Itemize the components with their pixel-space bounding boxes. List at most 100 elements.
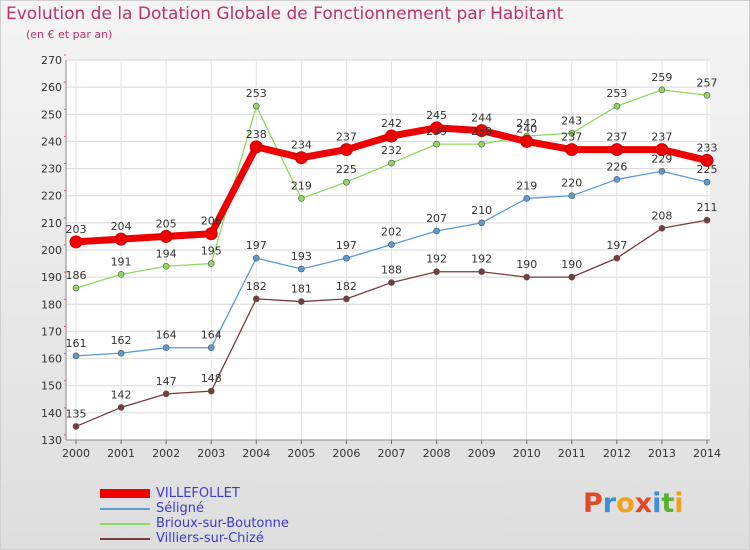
series-point-0 — [520, 134, 534, 148]
series-point-2 — [703, 91, 711, 99]
data-label: 243 — [561, 114, 582, 127]
data-label: 135 — [66, 407, 87, 420]
logo-letter: x — [634, 488, 653, 519]
data-label: 219 — [291, 179, 312, 192]
series-point-3 — [343, 295, 350, 303]
chart-title: Evolution de la Dotation Globale de Fonc… — [6, 4, 564, 24]
series-point-2 — [568, 129, 576, 137]
data-label: 225 — [336, 163, 357, 176]
data-label: 240 — [516, 122, 537, 135]
series-point-0 — [339, 143, 353, 157]
logo-letter: i — [674, 488, 684, 519]
legend-swatch — [100, 489, 150, 498]
data-label: 239 — [471, 125, 492, 138]
y-tick-label: 130 — [41, 434, 62, 447]
series-point-3 — [298, 298, 305, 305]
legend-swatch — [100, 507, 150, 510]
data-label: 197 — [246, 239, 267, 252]
data-label: 219 — [516, 179, 537, 192]
series-point-1 — [658, 167, 666, 175]
x-tick-label: 2012 — [603, 447, 631, 460]
logo-letter: o — [616, 488, 635, 519]
series-point-3 — [478, 268, 485, 276]
data-label: 225 — [697, 163, 718, 176]
series-point-0 — [69, 235, 83, 249]
x-tick-label: 2010 — [513, 447, 541, 460]
data-label: 192 — [471, 253, 492, 266]
data-label: 195 — [201, 245, 222, 258]
data-label: 253 — [246, 87, 267, 100]
data-label: 162 — [111, 334, 132, 347]
x-tick-label: 2011 — [558, 447, 586, 460]
data-label: 193 — [291, 250, 312, 263]
data-label: 259 — [651, 71, 672, 84]
series-point-0 — [610, 143, 624, 157]
x-tick-label: 2004 — [242, 447, 270, 460]
proxiti-logo: Proxiti — [583, 488, 684, 519]
series-point-3 — [162, 390, 170, 398]
data-label: 206 — [201, 215, 222, 228]
logo-letter: P — [583, 488, 603, 519]
series-point-1 — [252, 254, 260, 262]
series-point-3 — [523, 273, 531, 281]
data-label: 202 — [381, 226, 402, 239]
data-label: 191 — [111, 255, 132, 268]
legend-label: Séligné — [156, 501, 204, 516]
y-tick-label: 170 — [41, 325, 62, 338]
y-tick-label: 270 — [41, 54, 62, 67]
y-tick-label: 260 — [41, 81, 62, 94]
data-label: 253 — [606, 87, 627, 100]
series-point-0 — [114, 232, 128, 246]
legend-swatch — [100, 537, 150, 540]
series-point-3 — [207, 387, 215, 395]
series-point-3 — [117, 404, 125, 411]
data-label: 190 — [561, 258, 582, 271]
y-tick-label: 160 — [41, 353, 62, 366]
data-label: 197 — [606, 239, 627, 252]
legend-label: VILLEFOLLET — [156, 486, 240, 501]
series-point-1 — [117, 349, 125, 357]
legend-item: Villiers-sur-Chizé — [100, 531, 289, 546]
series-point-1 — [162, 344, 170, 352]
data-label: 188 — [381, 264, 402, 277]
legend-label: Brioux-sur-Boutonne — [156, 516, 289, 531]
series-point-2 — [613, 102, 621, 110]
series-point-0 — [204, 227, 218, 241]
data-label: 205 — [156, 217, 177, 230]
logo-letter: t — [661, 488, 675, 519]
series-point-0 — [475, 124, 489, 138]
series-point-1 — [433, 227, 440, 235]
legend-item: Séligné — [100, 501, 289, 516]
series-point-3 — [613, 254, 621, 262]
series-point-0 — [249, 140, 263, 154]
legend-item: VILLEFOLLET — [100, 486, 289, 501]
data-label: 244 — [471, 112, 492, 125]
legend-label: Villiers-sur-Chizé — [156, 531, 264, 546]
series-point-1 — [298, 265, 305, 273]
y-tick-label: 220 — [41, 190, 62, 203]
series-point-1 — [478, 219, 485, 227]
x-tick-label: 2006 — [332, 447, 360, 460]
data-label: 245 — [426, 109, 447, 122]
data-label: 161 — [66, 337, 87, 350]
y-tick-label: 140 — [41, 407, 62, 420]
x-tick-label: 2001 — [107, 447, 135, 460]
data-label: 164 — [156, 329, 177, 342]
data-label: 238 — [246, 128, 267, 141]
legend-swatch — [100, 522, 150, 525]
series-point-3 — [72, 423, 80, 430]
data-label: 233 — [697, 141, 718, 154]
y-tick-label: 150 — [41, 380, 62, 393]
series-point-3 — [658, 224, 666, 232]
series-point-2 — [433, 140, 440, 148]
series-point-2 — [207, 260, 215, 267]
data-label: 257 — [697, 76, 718, 89]
series-point-2 — [117, 271, 125, 278]
data-label: 182 — [246, 280, 267, 293]
series-point-1 — [523, 195, 531, 202]
data-label: 186 — [66, 269, 87, 282]
data-label: 192 — [426, 253, 447, 266]
series-point-2 — [72, 284, 80, 292]
x-tick-label: 2009 — [468, 447, 496, 460]
data-label: 234 — [291, 139, 312, 152]
